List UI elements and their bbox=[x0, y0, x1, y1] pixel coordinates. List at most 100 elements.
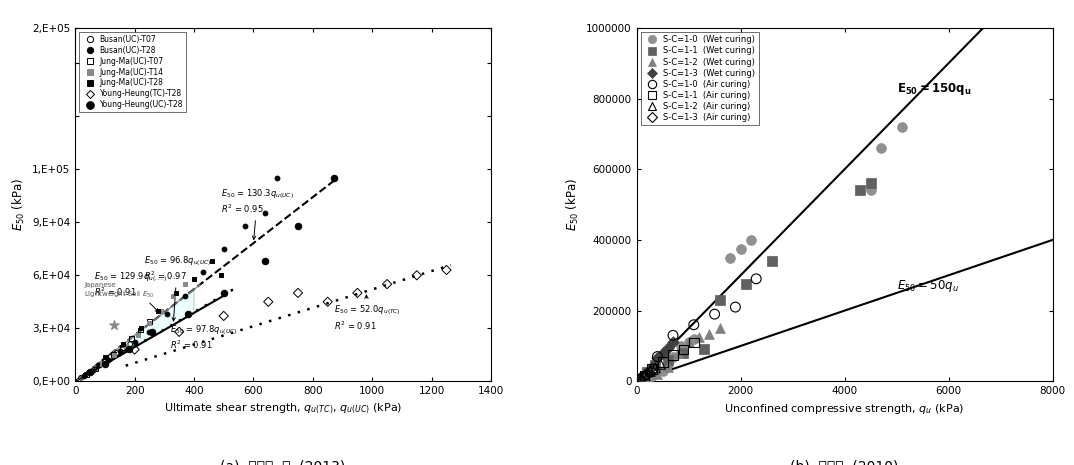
Point bbox=[108, 349, 126, 357]
Point bbox=[635, 373, 652, 381]
Point bbox=[236, 222, 253, 230]
Point bbox=[654, 367, 671, 374]
Point bbox=[659, 364, 677, 371]
Point bbox=[268, 174, 286, 182]
Point bbox=[408, 272, 425, 279]
Point bbox=[665, 351, 682, 359]
Y-axis label: $E_{50}$ (kPa): $E_{50}$ (kPa) bbox=[11, 178, 27, 231]
Point bbox=[638, 374, 655, 381]
Point bbox=[711, 325, 728, 332]
Point bbox=[260, 298, 277, 306]
Point bbox=[289, 289, 306, 297]
Point bbox=[633, 375, 650, 382]
Point bbox=[97, 353, 114, 360]
Point bbox=[141, 319, 158, 327]
Point bbox=[168, 289, 185, 297]
Point bbox=[97, 360, 114, 367]
Point bbox=[649, 371, 666, 378]
Point bbox=[685, 339, 702, 346]
Point bbox=[665, 353, 682, 360]
Point bbox=[176, 280, 193, 288]
Point bbox=[748, 275, 765, 283]
Point bbox=[632, 375, 649, 383]
Point bbox=[378, 280, 395, 288]
Point bbox=[862, 187, 880, 194]
Point bbox=[649, 355, 666, 362]
Point bbox=[643, 364, 661, 371]
Point bbox=[696, 346, 713, 353]
Point bbox=[659, 360, 677, 367]
Text: $E_{50}$ = 52.0$q_{u(TC)}$
$R^2$ = 0.91: $E_{50}$ = 52.0$q_{u(TC)}$ $R^2$ = 0.91 bbox=[334, 295, 401, 332]
Point bbox=[659, 356, 677, 364]
Point bbox=[114, 344, 131, 352]
Point bbox=[654, 349, 671, 357]
Point bbox=[164, 293, 182, 300]
Point bbox=[186, 275, 203, 283]
Text: (a)  윤길림  등  (2013): (a) 윤길림 등 (2013) bbox=[220, 459, 346, 465]
Point bbox=[642, 368, 659, 375]
Point bbox=[289, 222, 306, 230]
Point bbox=[685, 335, 702, 343]
Point bbox=[669, 349, 686, 357]
Point bbox=[894, 123, 911, 131]
Point bbox=[105, 351, 122, 359]
Text: $E_{50}$ = 97.8$q_{u(UC)}$
$R^2$ = 0.91: $E_{50}$ = 97.8$q_{u(UC)}$ $R^2$ = 0.91 bbox=[171, 323, 237, 352]
Point bbox=[764, 258, 781, 265]
Point bbox=[126, 346, 143, 353]
X-axis label: Unconfined compressive strength, $q_u$ (kPa): Unconfined compressive strength, $q_u$ (… bbox=[725, 402, 964, 416]
Point bbox=[654, 358, 671, 365]
Point bbox=[647, 364, 664, 372]
Point bbox=[203, 258, 220, 265]
Point bbox=[665, 332, 682, 339]
Point bbox=[83, 367, 100, 374]
Point bbox=[722, 254, 739, 261]
Point bbox=[636, 372, 653, 380]
Point bbox=[97, 358, 114, 365]
Point bbox=[638, 369, 655, 376]
Point bbox=[93, 360, 111, 367]
Text: $E_{50}$ = 96.8$q_{u(UC)}$
$R^2$ = 0.97: $E_{50}$ = 96.8$q_{u(UC)}$ $R^2$ = 0.97 bbox=[144, 254, 211, 321]
Point bbox=[126, 339, 143, 346]
Point bbox=[179, 311, 197, 318]
Point bbox=[97, 358, 114, 365]
Text: $E_{50}$ = 129.9$q_{u(...)}$
$R^2$ = 0.91: $E_{50}$ = 129.9$q_{u(...)}$ $R^2$ = 0.9… bbox=[95, 270, 168, 312]
Text: (b)  황중호  (2010): (b) 황중호 (2010) bbox=[790, 459, 899, 465]
Y-axis label: $E_{50}$ (kPa): $E_{50}$ (kPa) bbox=[565, 178, 581, 231]
Point bbox=[111, 347, 128, 355]
Point bbox=[149, 307, 166, 314]
Point bbox=[90, 362, 107, 369]
Polygon shape bbox=[75, 290, 194, 381]
Point bbox=[213, 272, 230, 279]
Point bbox=[153, 307, 170, 314]
Text: $E_{50}$ = 130.3$q_{u(UC)}$
$R^2$ = 0.95: $E_{50}$ = 130.3$q_{u(UC)}$ $R^2$ = 0.95 bbox=[221, 187, 293, 239]
Point bbox=[171, 328, 188, 336]
Point bbox=[680, 339, 697, 346]
Legend: S-C=1-0  (Wet curing), S-C=1-1  (Wet curing), S-C=1-2  (Wet curing), S-C=1-3  (W: S-C=1-0 (Wet curing), S-C=1-1 (Wet curin… bbox=[641, 32, 758, 125]
Point bbox=[872, 144, 889, 152]
Point bbox=[634, 375, 651, 382]
Point bbox=[438, 266, 455, 274]
Point bbox=[643, 372, 661, 380]
Point bbox=[129, 332, 146, 339]
Point bbox=[99, 356, 116, 364]
Point bbox=[643, 365, 661, 372]
Point bbox=[349, 289, 366, 297]
Point bbox=[672, 342, 690, 350]
Point bbox=[82, 369, 99, 376]
Point bbox=[680, 339, 697, 346]
Point bbox=[652, 361, 669, 368]
Point bbox=[215, 245, 232, 252]
Point bbox=[742, 236, 759, 244]
Point bbox=[176, 293, 193, 300]
Point bbox=[257, 210, 274, 217]
Point bbox=[636, 375, 653, 382]
Legend: Busan(UC)-T07, Busan(UC)-T28, Jung-Ma(UC)-T07, Jung-Ma(UC)-T14, Jung-Ma(UC)-T28,: Busan(UC)-T07, Busan(UC)-T28, Jung-Ma(UC… bbox=[79, 32, 186, 112]
Point bbox=[711, 296, 728, 304]
Point bbox=[659, 344, 677, 352]
Point bbox=[82, 367, 99, 374]
Point bbox=[727, 303, 744, 311]
Point bbox=[105, 351, 122, 359]
Point bbox=[105, 321, 122, 328]
Point bbox=[665, 339, 682, 346]
Point bbox=[102, 353, 119, 360]
